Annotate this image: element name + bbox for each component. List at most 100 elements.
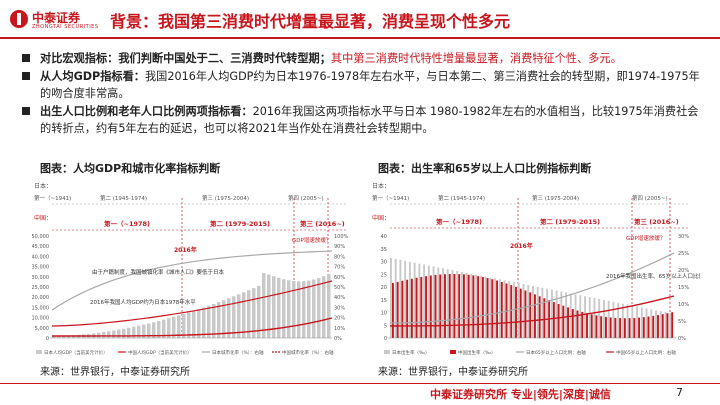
bar — [327, 273, 331, 338]
bar — [609, 317, 612, 338]
era-label: 第一（~1978) — [104, 219, 150, 228]
bar — [67, 335, 71, 338]
bar — [390, 258, 392, 338]
bar — [527, 285, 530, 338]
bar — [172, 316, 176, 338]
bar — [546, 288, 549, 338]
bullet-list: 对比宏观指标：我们判断中国处于二、三消费时代转型期；其中第三消费时代特性增量最显… — [22, 50, 702, 138]
bar — [491, 279, 494, 338]
y-tick-label: 10% — [334, 326, 345, 332]
gdp-note: GDP增速放缓？ — [626, 234, 665, 242]
bar — [197, 309, 201, 338]
bar — [107, 331, 111, 338]
right-chart-title: 图表：出生率和65岁以上人口比例指标判断 — [378, 162, 592, 175]
y-tick-label: 35 — [381, 247, 387, 253]
bar — [307, 280, 311, 338]
bar — [552, 302, 555, 338]
bar — [222, 300, 226, 338]
bar — [242, 292, 246, 338]
bar — [481, 277, 484, 338]
bar — [444, 274, 446, 338]
left-y-axis: 50,000 45,000 40,000 35,000 30,000 25,000 20,0… — [32, 234, 49, 342]
legend-item: 日本出生率（‰） — [392, 349, 430, 356]
y-tick-label: 100% — [334, 234, 349, 240]
logo-subtext: ZHONGTAI SECURITIES — [32, 24, 99, 30]
china-era-label: 中国： — [372, 214, 390, 222]
left-chart: 日本： 第一（~1941) 第二 (1945-1974) 第三 (1975-20… — [32, 182, 349, 356]
bar — [666, 313, 669, 338]
bar — [207, 305, 211, 338]
bar — [533, 294, 536, 338]
bar — [614, 317, 617, 338]
bar — [257, 285, 261, 338]
right-y-axis: 30% 25% 20% 15% 10% 5% 0% — [678, 234, 689, 342]
bar — [517, 283, 520, 338]
bar — [560, 291, 563, 338]
bar — [182, 313, 186, 338]
bar — [317, 278, 321, 338]
y-tick-label: 90% — [334, 244, 345, 250]
bar — [524, 290, 527, 338]
bar — [510, 285, 513, 338]
bar — [456, 271, 459, 338]
bar — [661, 314, 664, 338]
y-tick-label: 35,000 — [32, 265, 49, 271]
bar — [252, 288, 256, 338]
y-tick-label: 0% — [334, 336, 342, 342]
bar — [415, 277, 418, 338]
legend-item: 中国65岁以上人口比例：右轴 — [616, 349, 676, 356]
y-tick-label: 25% — [678, 251, 689, 257]
bar — [408, 261, 411, 338]
legend-swatch — [450, 350, 456, 354]
bar — [425, 276, 428, 338]
y-tick-label: 40% — [334, 295, 345, 301]
japan-gdp-bars — [52, 273, 331, 338]
y-tick-label: 30 — [381, 260, 387, 266]
y-tick-label: 15% — [678, 285, 689, 291]
bar — [122, 328, 126, 338]
y-tick-label: 15 — [381, 298, 387, 304]
bar — [418, 263, 421, 338]
bar — [437, 267, 440, 338]
bar — [247, 290, 251, 338]
bar — [297, 281, 301, 338]
bar — [619, 318, 622, 338]
y-tick-label: 30,000 — [32, 275, 49, 281]
bar — [584, 296, 586, 338]
bar — [565, 292, 568, 338]
china-old-line — [389, 295, 675, 327]
left-source: 来源：世界银行，中泰证券研究所 — [40, 367, 190, 378]
bar — [607, 300, 610, 338]
bar — [562, 305, 565, 338]
bar — [650, 309, 653, 338]
bar — [500, 281, 503, 338]
bar — [669, 313, 672, 338]
y-tick-label: 20% — [678, 268, 689, 274]
bar — [117, 329, 121, 338]
bar — [287, 280, 291, 338]
y-tick-label: 5 — [384, 323, 387, 329]
bar — [623, 318, 626, 338]
bar — [434, 274, 437, 338]
bullet-item: 对比宏观指标：我们判断中国处于二、三消费时代转型期；其中第三消费时代特性增量最显… — [22, 50, 702, 67]
bar — [496, 280, 499, 338]
bar — [664, 312, 667, 338]
bar — [461, 271, 463, 338]
legend-item: 中国人均GDP（当前美元计价） — [128, 349, 192, 356]
bar — [462, 274, 465, 338]
bar — [671, 312, 674, 338]
transition-note: 2016年 — [510, 242, 533, 250]
y-tick-label: 40 — [381, 234, 387, 240]
bar — [486, 278, 489, 338]
y-tick-label: 20 — [381, 285, 387, 291]
bar — [262, 273, 266, 338]
annotation: 2016年我国出生率、65岁以上人口比例约为日本1980年水平 — [606, 272, 700, 280]
bullet-lead: 出生人口比例和老年人口比例两项指标看： — [40, 105, 253, 118]
era-label: 第三 (1975-2004) — [202, 194, 249, 202]
bar — [217, 302, 221, 338]
bullet-text: 我们判断中国处于二、三消费时代转型期； — [118, 52, 331, 65]
annotation: 2016年我国人均GDP约为日本1978年水平 — [90, 298, 196, 306]
footer-divider — [0, 383, 720, 384]
bar — [292, 280, 296, 338]
y-tick-label: 80% — [334, 254, 345, 260]
